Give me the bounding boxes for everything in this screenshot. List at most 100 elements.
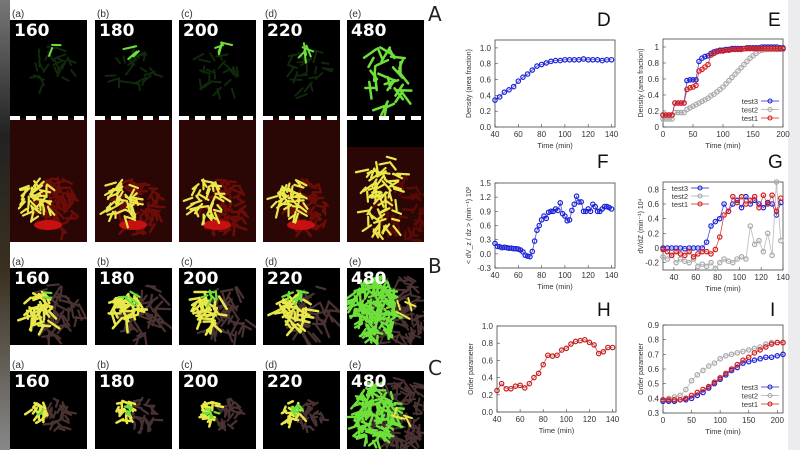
y-tick-label: 1.0	[482, 322, 494, 331]
background-cell	[305, 407, 314, 416]
fluorescent-cell	[372, 64, 377, 82]
panel-label: (e)	[349, 257, 362, 268]
background-cell	[51, 305, 58, 318]
yellow-cell	[380, 191, 388, 200]
time-label: 200	[183, 372, 219, 392]
data-point-test1	[768, 45, 774, 52]
data-point-test3	[700, 389, 706, 396]
yellow-cell	[387, 180, 400, 189]
background-cell	[232, 406, 241, 410]
background-cell	[128, 323, 134, 334]
data-point-test1	[671, 396, 678, 403]
green-cell	[389, 411, 394, 424]
green-cell	[375, 417, 389, 424]
yellow-cell	[280, 188, 292, 192]
background-cell	[56, 304, 71, 313]
yellow-cell	[38, 189, 52, 194]
background-cell	[398, 303, 405, 314]
yellow-cell	[31, 193, 40, 200]
fluorescent-cell	[214, 44, 225, 49]
green-cell	[295, 405, 301, 412]
time-label: 160	[14, 21, 50, 41]
dim-cell	[205, 68, 216, 74]
red-cell	[280, 206, 290, 215]
yellow-cell	[377, 171, 391, 175]
yellow-cell	[204, 187, 211, 201]
yellow-cell	[286, 199, 297, 204]
data-point-test2	[678, 109, 684, 116]
panel-label: (d)	[265, 9, 278, 20]
green-cell	[125, 297, 136, 307]
data-point	[538, 61, 545, 68]
yellow-cell	[208, 419, 212, 428]
y-tick-label: 0.7	[648, 350, 660, 359]
background-cell	[230, 419, 238, 426]
data-point	[580, 208, 587, 215]
background-cell	[161, 320, 172, 330]
background-cell	[126, 315, 135, 331]
legend-marker	[767, 98, 773, 104]
dim-cell	[34, 62, 39, 72]
time-label: 160	[14, 372, 50, 392]
yellow-cell	[296, 322, 307, 333]
red-cell	[414, 192, 422, 202]
red-cell	[410, 238, 423, 242]
data-point-test1	[660, 246, 666, 253]
data-point	[529, 248, 536, 255]
red-cell	[414, 185, 422, 197]
data-point-test2	[757, 344, 763, 350]
panel-letter: I	[770, 300, 775, 321]
yellow-cell	[188, 296, 200, 301]
data-point-test1	[747, 197, 754, 204]
data-point	[513, 245, 519, 252]
data-point-test2	[683, 386, 689, 393]
yellow-cell	[371, 226, 379, 238]
x-tick-label: 120	[755, 273, 769, 282]
data-point-test1	[780, 45, 786, 52]
background-cell	[302, 422, 307, 430]
green-cell	[39, 408, 45, 414]
data-point	[568, 341, 574, 347]
background-cell	[310, 302, 321, 310]
legend-marker	[767, 115, 773, 121]
background-cell	[315, 310, 320, 324]
green-cell	[363, 411, 368, 421]
yellow-cell	[270, 200, 278, 209]
red-cell	[48, 195, 59, 200]
background-cell	[221, 407, 228, 415]
background-cell	[154, 307, 172, 311]
legend-label: test1	[672, 200, 688, 209]
data-point-test1	[747, 45, 753, 52]
data-point-test1	[683, 395, 689, 402]
data-point-test1	[725, 208, 732, 215]
dashed-divider	[10, 116, 90, 120]
data-point-test2	[773, 179, 780, 185]
background-cell	[403, 397, 417, 402]
data-point-test3	[699, 245, 706, 251]
data-point-test2	[760, 248, 767, 255]
yellow-cell	[125, 215, 135, 221]
red-cell	[138, 182, 146, 193]
green-cell	[378, 404, 387, 416]
red-cell	[52, 192, 64, 200]
microscopy-panel-c-c: 200	[179, 371, 256, 449]
background-cell	[234, 286, 243, 304]
green-cell	[286, 290, 291, 302]
background-cell	[313, 411, 322, 416]
yellow-cell	[117, 198, 127, 202]
green-cell	[360, 392, 369, 404]
red-cell	[236, 225, 248, 231]
yellow-cell	[106, 188, 115, 201]
yellow-cell	[215, 186, 223, 199]
yellow-cell	[216, 204, 223, 212]
x-tick-label: 100	[713, 416, 727, 425]
yellow-cell	[297, 209, 308, 217]
fluorescent-cell	[393, 87, 405, 101]
chart-i: 0 50 100 150 200 0.3 0.4 0.5 0.6 0.7 0.8 0.9 Time (m…	[638, 300, 786, 436]
dim-cell	[198, 78, 203, 91]
yellow-cell	[33, 180, 40, 189]
background-cell	[414, 401, 423, 407]
yellow-cell	[407, 296, 413, 312]
background-cell	[410, 310, 414, 326]
yellow-cell	[31, 406, 39, 415]
